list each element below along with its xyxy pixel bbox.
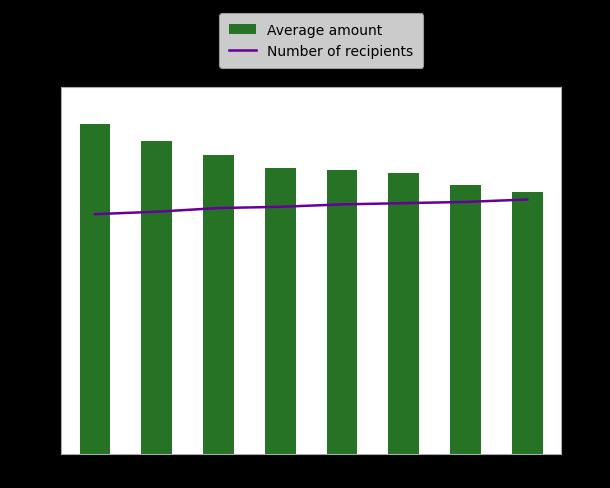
Bar	[265, 168, 296, 454]
Bar	[79, 124, 110, 454]
Bar	[450, 185, 481, 454]
Bar	[326, 171, 357, 454]
Bar	[389, 173, 419, 454]
Bar	[142, 142, 172, 454]
Bar	[203, 156, 234, 454]
Bar	[512, 193, 543, 454]
Legend: Average amount, Number of recipients: Average amount, Number of recipients	[219, 14, 423, 68]
